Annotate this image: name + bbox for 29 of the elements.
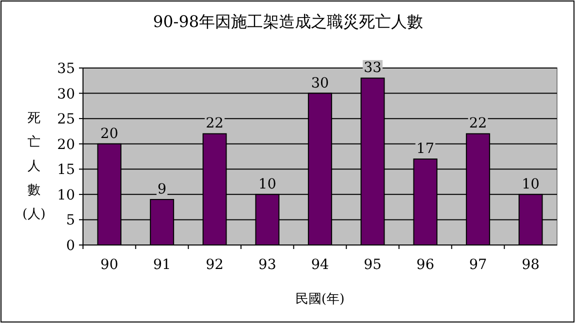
x-tick-label: 97 — [469, 257, 487, 273]
x-axis-title: 民國(年) — [295, 292, 345, 307]
data-label: 17 — [416, 141, 434, 158]
data-label: 9 — [158, 181, 166, 198]
y-tick-label: 0 — [66, 238, 75, 254]
chart-title: 90-98年因施工架造成之職災死亡人數 — [152, 12, 424, 31]
x-tick-label: 90 — [100, 257, 118, 273]
data-label: 10 — [522, 176, 540, 192]
y-tick-label: 15 — [57, 162, 75, 178]
y-axis-title: 死亡人數(人) — [22, 111, 46, 222]
y-tick-label: 20 — [57, 136, 75, 153]
y-tick-label: 5 — [66, 212, 75, 229]
data-label: 30 — [311, 75, 329, 92]
x-tick-label: 92 — [206, 257, 224, 273]
x-tick-label: 96 — [416, 257, 434, 273]
data-label: 22 — [206, 116, 224, 132]
y-tick-label: 35 — [57, 61, 75, 77]
x-tick-label: 98 — [522, 257, 540, 273]
y-tick-label: 30 — [57, 86, 75, 102]
y-tick-label: 10 — [57, 187, 75, 204]
x-tick-label: 94 — [311, 257, 329, 273]
x-tick-label: 93 — [258, 257, 276, 273]
x-tick-label: 91 — [153, 257, 171, 273]
data-label: 22 — [469, 116, 487, 132]
x-tick-label: 95 — [364, 257, 382, 273]
data-label: 33 — [364, 60, 382, 76]
data-label: 20 — [100, 126, 118, 142]
y-tick-label: 25 — [57, 112, 75, 128]
data-label: 10 — [258, 176, 276, 192]
